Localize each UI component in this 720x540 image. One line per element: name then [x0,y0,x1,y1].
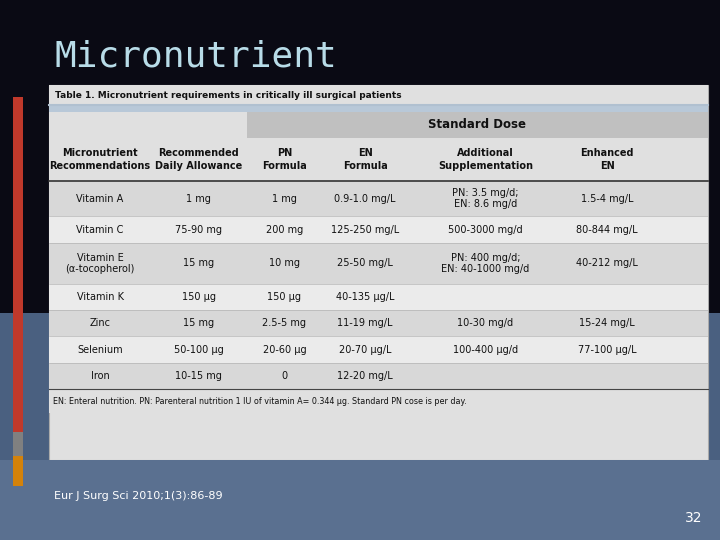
Text: 100-400 μg/d: 100-400 μg/d [453,345,518,355]
Text: Table 1. Micronutrient requirements in critically ill surgical patients: Table 1. Micronutrient requirements in c… [55,91,401,99]
Text: 40-212 mg/L: 40-212 mg/L [576,258,638,268]
FancyBboxPatch shape [49,138,708,181]
Text: 0.9-1.0 mg/L: 0.9-1.0 mg/L [334,194,396,204]
Text: Iron: Iron [91,371,109,381]
Text: 75-90 mg: 75-90 mg [176,225,222,234]
Text: Standard Dose: Standard Dose [428,118,526,131]
Text: 80-844 mg/L: 80-844 mg/L [577,225,638,234]
Text: 150 μg: 150 μg [268,292,302,302]
Text: 2.5-5 mg: 2.5-5 mg [263,318,307,328]
Text: 0: 0 [282,371,287,381]
Text: 25-50 mg/L: 25-50 mg/L [337,258,393,268]
Text: 500-3000 mg/d: 500-3000 mg/d [448,225,523,234]
Text: 1 mg: 1 mg [272,194,297,204]
Text: Vitamin A: Vitamin A [76,194,124,204]
Text: 50-100 μg: 50-100 μg [174,345,224,355]
Text: Zinc: Zinc [89,318,110,328]
Text: Micronutrient: Micronutrient [54,40,337,73]
Text: 20-70 μg/L: 20-70 μg/L [339,345,392,355]
FancyBboxPatch shape [13,456,23,486]
Text: 10-30 mg/d: 10-30 mg/d [457,318,513,328]
FancyBboxPatch shape [49,85,708,105]
Text: Enhanced
EN: Enhanced EN [580,148,634,171]
Text: Vitamin K: Vitamin K [76,292,124,302]
Text: EN
Formula: EN Formula [343,148,387,171]
Text: 77-100 μg/L: 77-100 μg/L [578,345,636,355]
Text: Recommended
Daily Allowance: Recommended Daily Allowance [156,148,243,171]
FancyBboxPatch shape [49,363,708,389]
Text: Eur J Surg Sci 2010;1(3):86-89: Eur J Surg Sci 2010;1(3):86-89 [54,491,222,501]
Text: 1.5-4 mg/L: 1.5-4 mg/L [581,194,634,204]
FancyBboxPatch shape [246,112,708,138]
Text: 150 μg: 150 μg [182,292,216,302]
FancyBboxPatch shape [49,112,708,138]
FancyBboxPatch shape [49,389,708,413]
Text: PN: 3.5 mg/d;
EN: 8.6 mg/d: PN: 3.5 mg/d; EN: 8.6 mg/d [452,188,518,210]
Text: 11-19 mg/L: 11-19 mg/L [338,318,393,328]
Text: 10-15 mg: 10-15 mg [176,371,222,381]
Text: PN
Formula: PN Formula [262,148,307,171]
Text: 15 mg: 15 mg [184,258,215,268]
FancyBboxPatch shape [49,284,708,310]
FancyBboxPatch shape [0,0,720,313]
Text: 15 mg: 15 mg [184,318,215,328]
Text: 32: 32 [685,511,702,525]
Text: 20-60 μg: 20-60 μg [263,345,306,355]
FancyBboxPatch shape [49,242,708,284]
FancyBboxPatch shape [13,432,23,456]
FancyBboxPatch shape [13,97,23,432]
FancyBboxPatch shape [49,85,708,460]
FancyBboxPatch shape [49,105,708,112]
FancyBboxPatch shape [49,336,708,363]
Text: EN: Enteral nutrition. PN: Parenteral nutrition 1 IU of vitamin A= 0.344 μg. Sta: EN: Enteral nutrition. PN: Parenteral nu… [53,396,467,406]
Text: Selenium: Selenium [77,345,123,355]
Text: Additional
Supplementation: Additional Supplementation [438,148,533,171]
FancyBboxPatch shape [49,181,708,217]
Text: Vitamin C: Vitamin C [76,225,124,234]
Text: 15-24 mg/L: 15-24 mg/L [580,318,635,328]
Text: Vitamin E
(α-tocopherol): Vitamin E (α-tocopherol) [66,253,135,274]
Text: 125-250 mg/L: 125-250 mg/L [331,225,400,234]
FancyBboxPatch shape [0,460,720,540]
Text: 10 mg: 10 mg [269,258,300,268]
Text: PN: 400 mg/d;
EN: 40-1000 mg/d: PN: 400 mg/d; EN: 40-1000 mg/d [441,253,529,274]
Text: 40-135 μg/L: 40-135 μg/L [336,292,395,302]
FancyBboxPatch shape [49,310,708,336]
FancyBboxPatch shape [49,217,708,242]
Text: 1 mg: 1 mg [186,194,211,204]
Text: Micronutrient
Recommendations: Micronutrient Recommendations [50,148,150,171]
FancyBboxPatch shape [0,313,720,540]
Text: 200 mg: 200 mg [266,225,303,234]
Text: 12-20 mg/L: 12-20 mg/L [337,371,393,381]
